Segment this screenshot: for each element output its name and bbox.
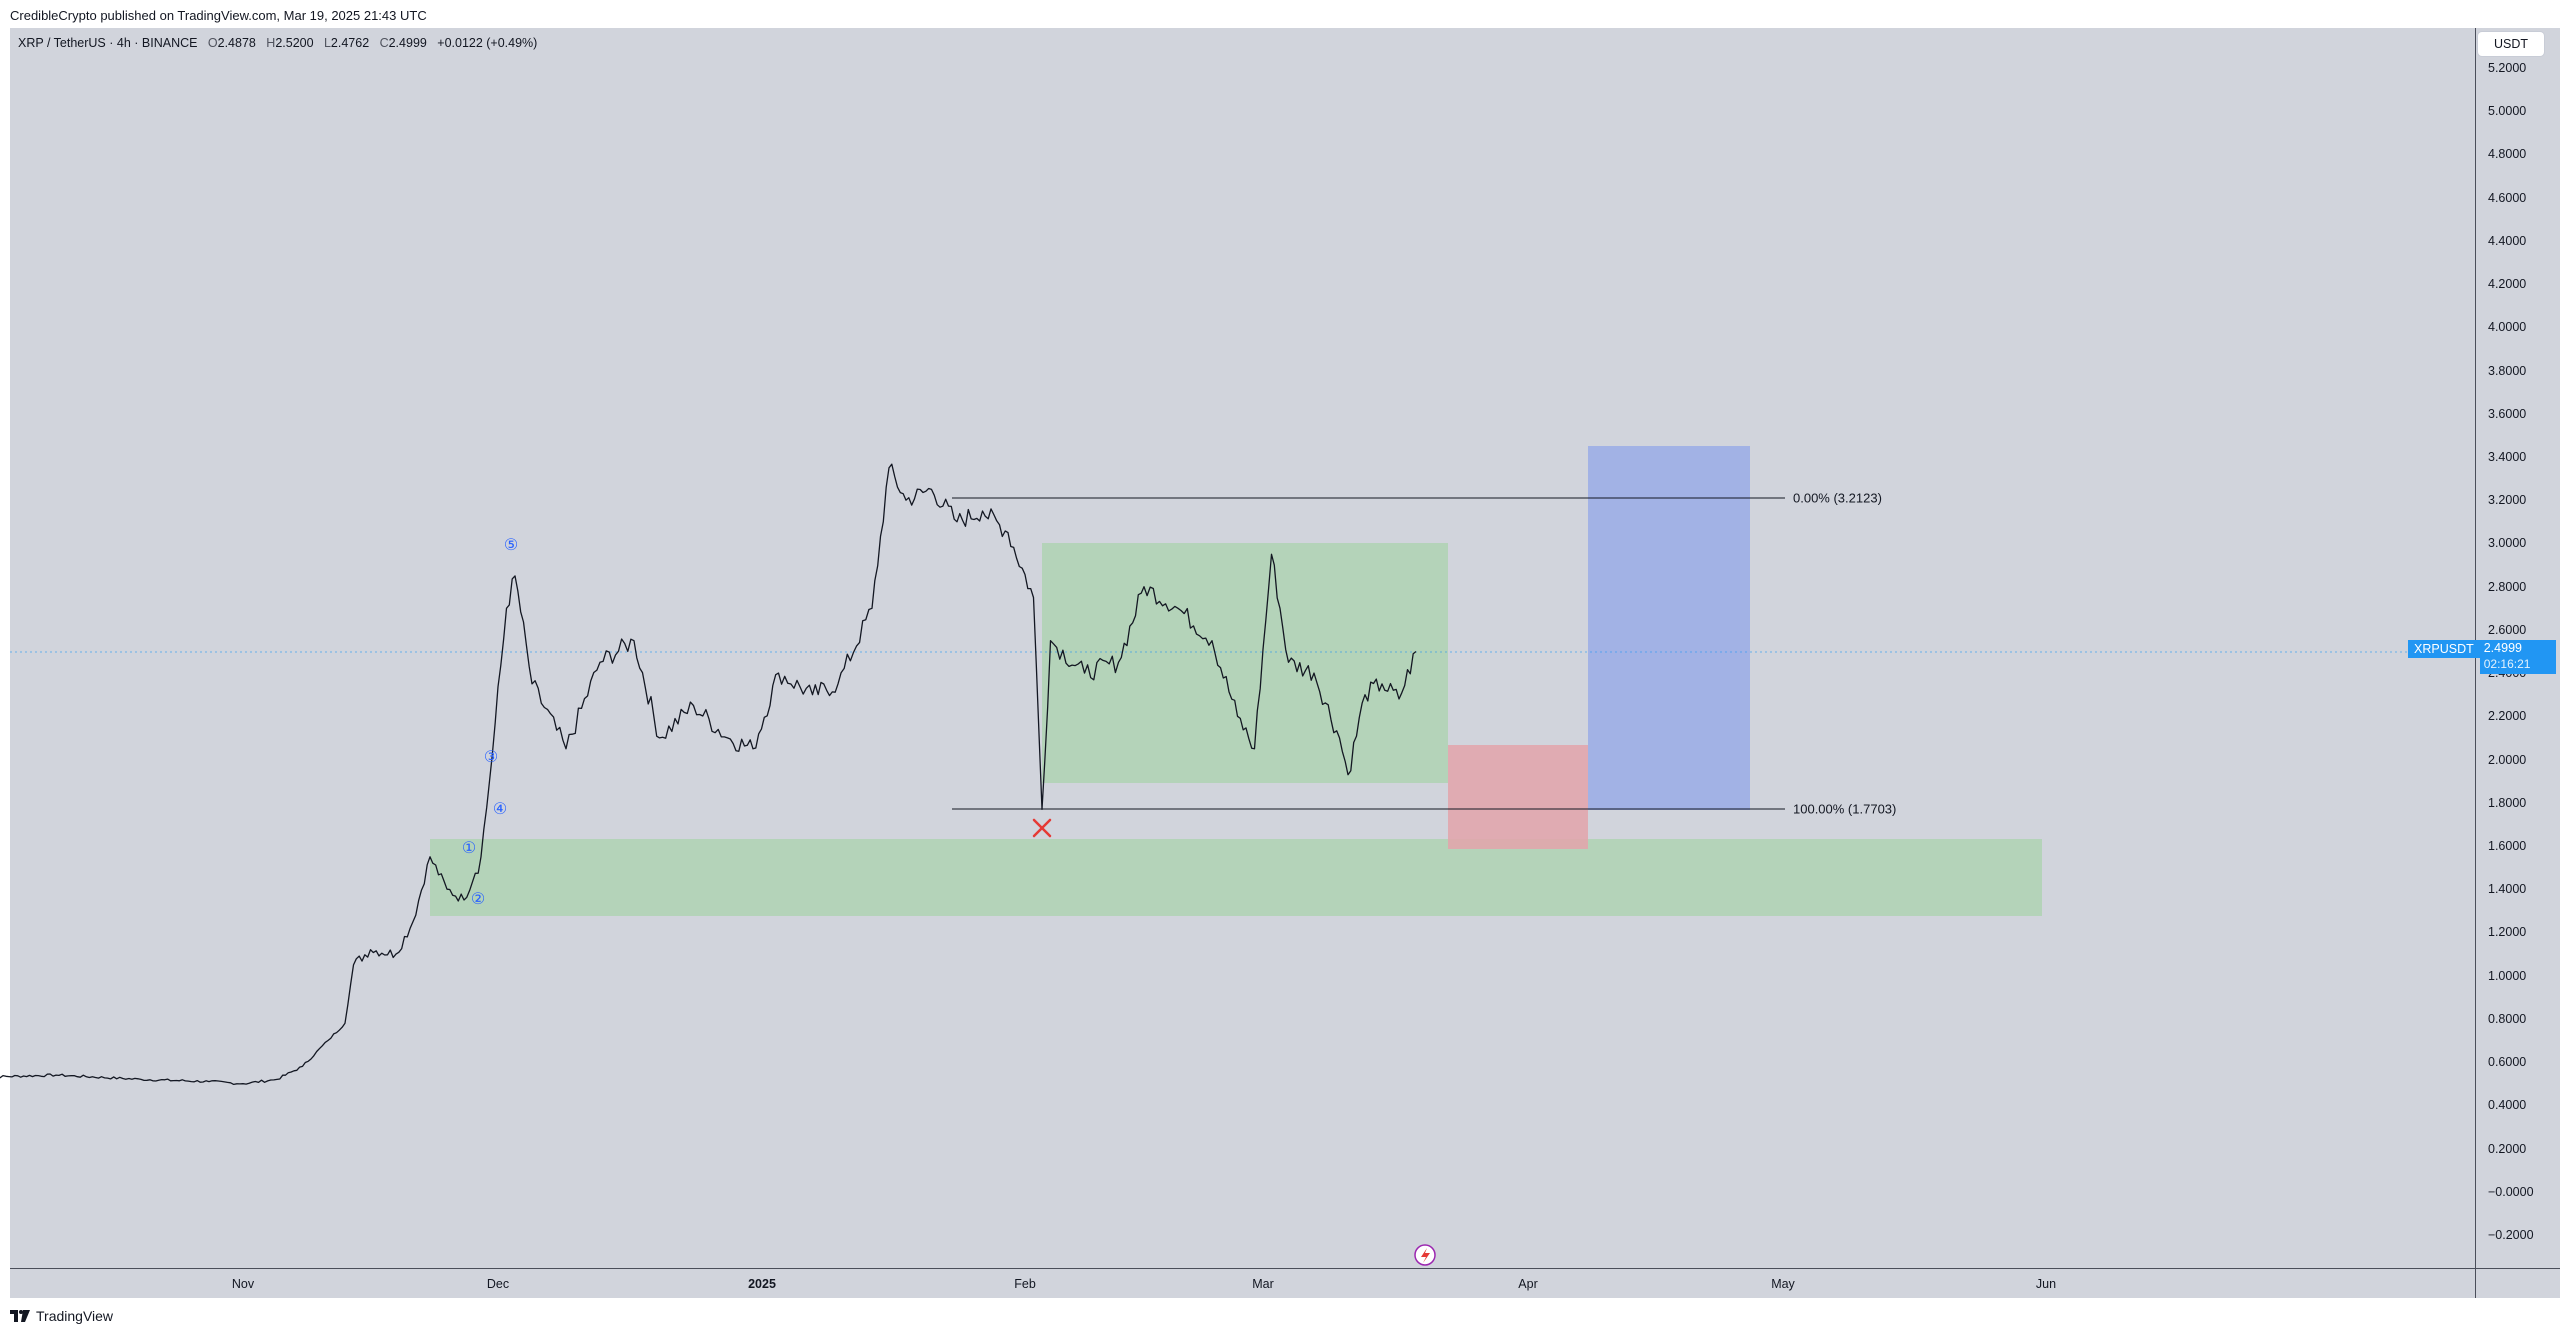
price-tick-label: 3.0000 [2488,536,2527,551]
legend-low-label: L [323,36,331,50]
price-tick-label: 4.8000 [2488,147,2527,162]
last-price-tag: XRPUSDT 2.4999 02:16:21 [2408,640,2556,674]
price-tick-label: 0.8000 [2488,1011,2527,1026]
legend-high-label: H [266,36,276,50]
price-tick-label: 0.4000 [2488,1098,2527,1113]
time-tick-label: Feb [1014,1277,1036,1291]
support-zone[interactable] [430,839,2042,916]
price-tick-label: 4.4000 [2488,233,2527,248]
price-tick-label: 4.6000 [2488,190,2527,205]
last-price-value-box: 2.4999 02:16:21 [2479,640,2556,674]
last-price-symbol: XRPUSDT [2408,640,2480,658]
price-tick-label: 1.8000 [2488,795,2527,810]
fib-label-100: 100.00% (1.7703) [1793,801,1897,817]
time-tick-label: Mar [1252,1277,1274,1291]
time-tick-label: 2025 [748,1277,776,1291]
legend-open: 2.4878 [217,36,256,50]
price-tick-label: 3.2000 [2488,493,2527,508]
price-tick-label: 0.6000 [2488,1055,2527,1070]
wave-label-5[interactable]: ⑤ [504,537,518,554]
wave-label-1[interactable]: ① [462,840,476,857]
time-scale[interactable] [10,1268,2475,1299]
fib-label-0: 0.00% (3.2123) [1793,490,1882,506]
time-tick-label: Dec [486,1277,510,1291]
legend-close-label: C [379,36,389,50]
wave-label-3[interactable]: ③ [484,749,498,766]
published-text: CredibleCrypto published on TradingView.… [10,8,427,23]
currency-unit-button[interactable]: USDT [2478,32,2544,56]
price-tick-label: 2.8000 [2488,579,2527,594]
price-tick-label: 5.0000 [2488,104,2527,119]
price-tick-label: 4.2000 [2488,277,2527,292]
price-tick-label: 1.6000 [2488,839,2527,853]
time-tick-label: Apr [1518,1277,1538,1291]
publish-header: CredibleCrypto published on TradingView.… [0,0,2560,28]
time-tick-label: May [1771,1277,1795,1291]
price-tick-label: 3.4000 [2488,450,2527,464]
legend-low: 2.4762 [330,36,370,50]
range-zone[interactable] [1042,543,1448,783]
stop-zone[interactable] [1448,745,1588,849]
price-tick-label: −0.2000 [2488,1228,2534,1242]
brand-name: TradingView [36,1308,114,1324]
time-tick-label: Nov [231,1277,255,1291]
last-price-value: 2.4999 [2483,641,2522,655]
price-tick-label: 0.2000 [2488,1141,2527,1156]
last-price-countdown: 02:16:21 [2483,657,2531,671]
price-tick-label: 1.2000 [2488,925,2527,940]
news-event-icon[interactable] [1414,1244,1436,1266]
wave-label-4[interactable]: ④ [493,801,507,818]
invalidation-x-icon [1032,818,1052,838]
price-series-line [0,463,1417,1086]
price-tick-label: 2.6000 [2488,622,2527,637]
price-tick-label: 2.0000 [2488,752,2527,767]
symbol-legend[interactable]: XRP / TetherUS · 4h · BINANCE O2.4878 H2… [18,36,537,50]
legend-open-label: O [207,36,218,50]
wave-label-2[interactable]: ② [471,891,485,908]
legend-change: +0.0122 (+0.49%) [437,36,538,50]
price-tick-label: 4.0000 [2488,320,2527,335]
footer: TradingView [0,1298,2560,1334]
legend-high: 2.5200 [275,36,314,50]
scale-corner [2475,1268,2560,1299]
price-tick-label: 3.6000 [2488,406,2527,421]
tradingview-brand[interactable]: TradingView [10,1308,113,1324]
legend-symbol: XRP / TetherUS · 4h · BINANCE [18,36,198,50]
price-tick-label: −0.0000 [2488,1184,2534,1199]
price-tick-label: 1.4000 [2488,882,2527,897]
target-zone[interactable] [1588,446,1750,810]
elliott-wave-labels[interactable]: ① ② ③ ④ ⑤ [462,537,518,908]
tradingview-logo-icon [10,1310,30,1322]
time-tick-label: Jun [2035,1277,2057,1291]
price-tick-label: 1.0000 [2488,968,2527,983]
price-tick-label: 2.2000 [2488,709,2527,724]
legend-close: 2.4999 [388,36,427,50]
price-tick-label: 5.2000 [2488,61,2527,75]
price-tick-label: 3.8000 [2488,363,2527,378]
